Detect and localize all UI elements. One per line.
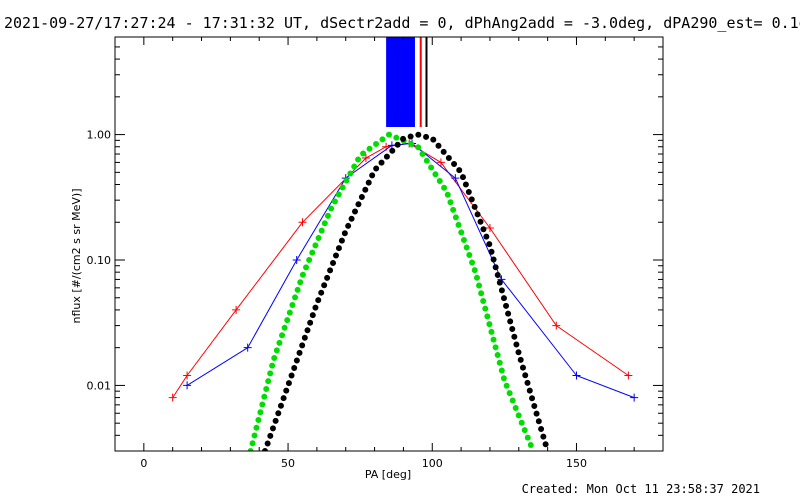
series-green-line bbox=[247, 131, 537, 451]
series-red-point bbox=[298, 218, 307, 227]
creation-timestamp: Created: Mon Oct 11 23:58:37 2021 bbox=[521, 482, 760, 496]
data-layer bbox=[168, 37, 639, 451]
series-blue-point bbox=[292, 256, 301, 265]
series-blue-point bbox=[183, 381, 192, 390]
series-blue-point bbox=[572, 371, 581, 380]
series-red-line bbox=[172, 142, 629, 398]
x-tick-label: 50 bbox=[281, 457, 295, 470]
series-red-point bbox=[436, 158, 445, 167]
series-red-point bbox=[232, 305, 241, 314]
y-tick-label: 1.00 bbox=[87, 129, 112, 142]
series-red-point bbox=[168, 393, 177, 402]
marker-band-0 bbox=[386, 37, 415, 127]
y-tick-label: 0.01 bbox=[87, 379, 112, 392]
series-red-point bbox=[485, 223, 494, 232]
series-blue-point bbox=[243, 343, 252, 352]
x-tick-label: 100 bbox=[422, 457, 443, 470]
series-red-point bbox=[361, 154, 370, 163]
series-blue-line bbox=[186, 142, 635, 399]
x-tick-label: 0 bbox=[140, 457, 147, 470]
plot-frame bbox=[114, 36, 664, 452]
series-blue-point bbox=[630, 393, 639, 402]
axes-layer: 0 50 100 150 0.01 0.10 1.00 bbox=[87, 36, 664, 470]
y-tick-label: 0.10 bbox=[87, 254, 112, 267]
series-red-point bbox=[183, 371, 192, 380]
series-red-point bbox=[624, 371, 633, 380]
chart-title: 2021-09-27/17:27:24 - 17:31:32 UT, dSect… bbox=[4, 14, 800, 32]
x-axis-label: PA [deg] bbox=[365, 468, 411, 481]
x-tick-label: 150 bbox=[566, 457, 587, 470]
series-black-line bbox=[262, 131, 551, 451]
series-red-point bbox=[552, 321, 561, 330]
y-axis-label: nflux [#/(cm2 s sr MeV)] bbox=[70, 189, 83, 324]
series-blue-point bbox=[451, 174, 460, 183]
